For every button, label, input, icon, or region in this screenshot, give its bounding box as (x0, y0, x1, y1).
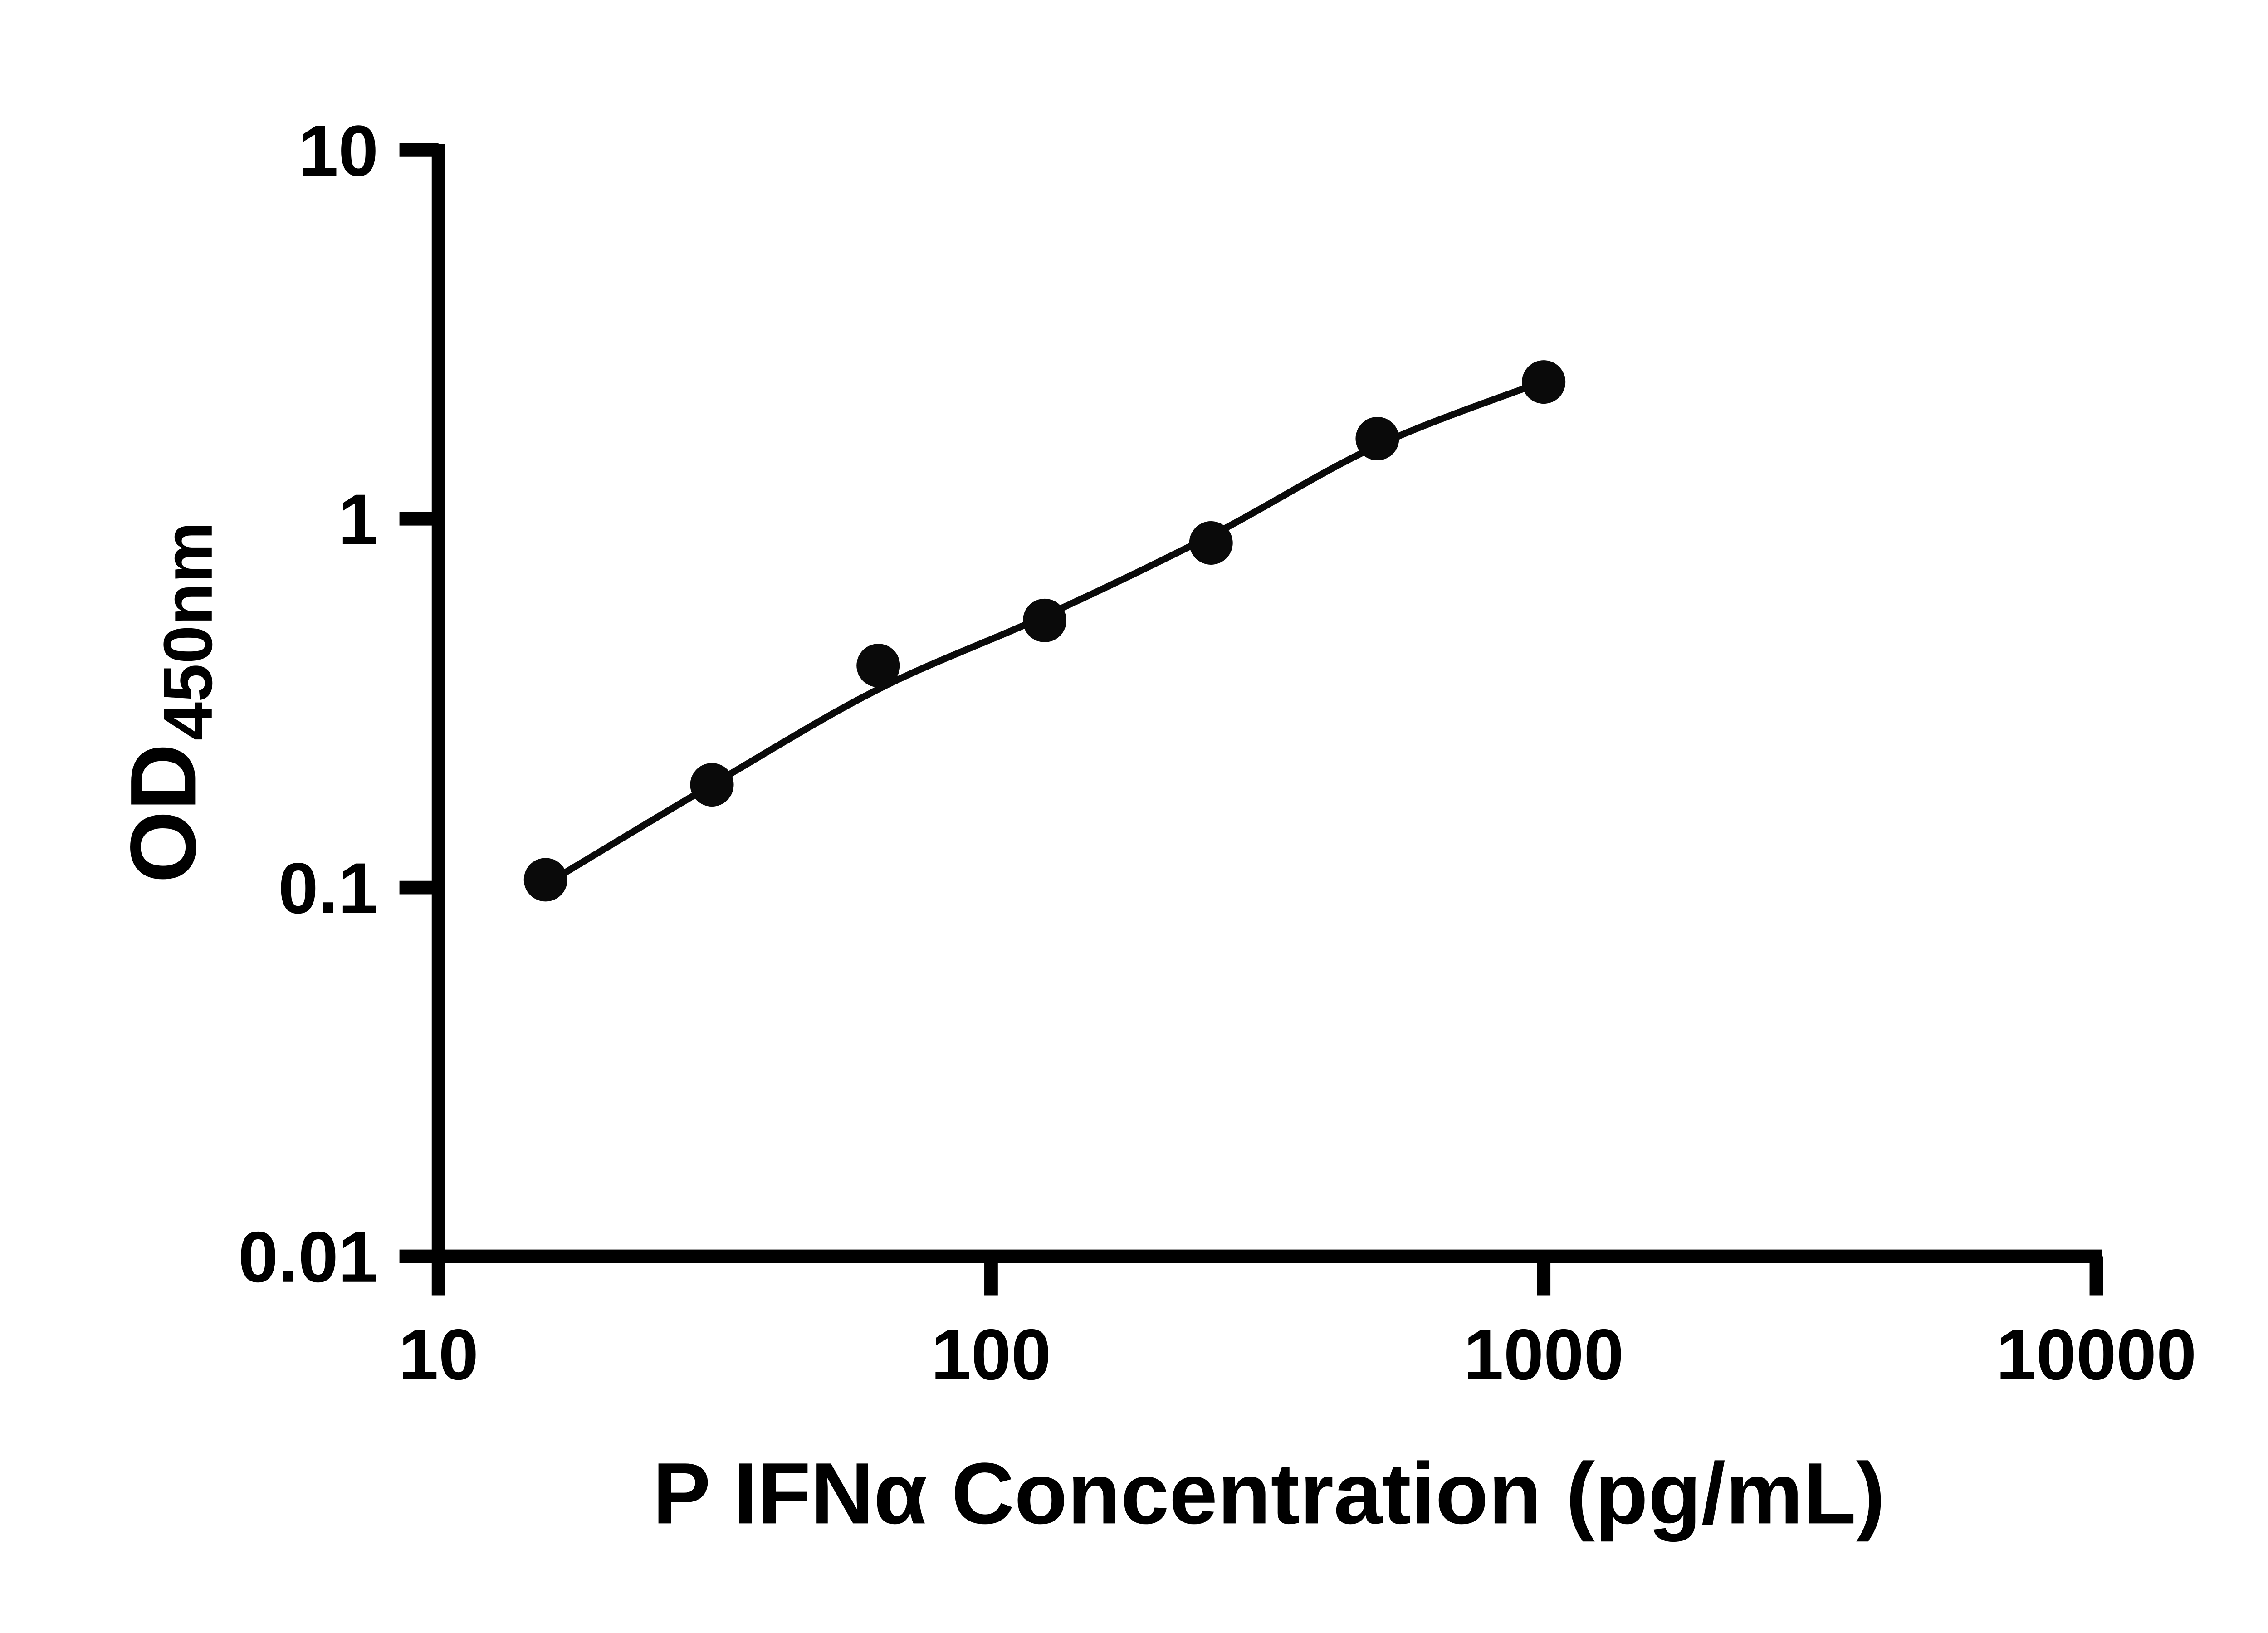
data-point (523, 858, 567, 902)
x-axis-title: P IFNα Concentration (pg/mL) (300, 1444, 2238, 1545)
x-tick-label: 10000 (1996, 1314, 2197, 1395)
y-axis-title: OD450nm (111, 470, 227, 935)
data-point (1022, 598, 1066, 642)
data-point (690, 763, 734, 807)
y-axis-title-main: OD (112, 743, 216, 883)
x-axis-title-text: P IFNα Concentration (pg/mL) (652, 1445, 1885, 1543)
y-tick-label: 0.01 (238, 1217, 378, 1297)
axes (431, 144, 2102, 1263)
y-tick-label: 0.1 (278, 848, 378, 929)
y-axis-title-subscript: 450nm (148, 522, 227, 741)
y-tick-label: 1 (338, 479, 378, 560)
y-tick-label: 10 (298, 110, 378, 191)
data-point (1355, 416, 1399, 460)
x-tick-label: 1000 (1463, 1314, 1623, 1395)
x-tick-label: 10 (398, 1314, 479, 1395)
x-tick-label: 100 (931, 1314, 1051, 1395)
data-point (1522, 360, 1566, 404)
data-point (1189, 521, 1233, 565)
data-point (856, 644, 900, 688)
